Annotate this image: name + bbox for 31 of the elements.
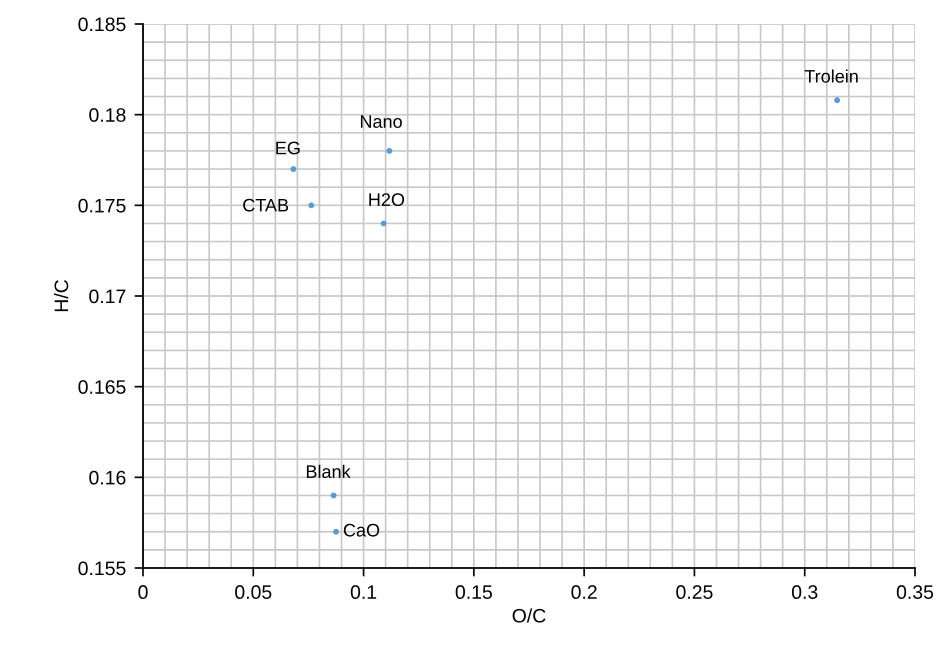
point [330, 492, 337, 498]
point [386, 148, 392, 154]
annotation: Blank [306, 464, 351, 478]
x-tick-label: 0.15 [456, 585, 492, 599]
point [308, 202, 314, 208]
y-tick-label: 0.165 [78, 380, 126, 394]
annotation: Trolein [804, 69, 858, 83]
x-tick-label: 0.35 [896, 585, 934, 599]
y-tick-label: 0.185 [78, 17, 126, 32]
x-axis-title: O/C [512, 608, 546, 623]
x-tick-label: 0.25 [676, 585, 713, 599]
point [290, 166, 296, 172]
annotation: Nano [360, 115, 402, 128]
y-axis-title: H/C [54, 280, 68, 312]
x-tick-label: 0.05 [235, 585, 272, 599]
annotation: EG [276, 142, 300, 154]
point [380, 220, 387, 226]
x-tick-label: 0.2 [571, 585, 597, 599]
x-tick-label: 0.1 [350, 585, 376, 599]
y-tick-label: 0.155 [78, 561, 126, 576]
annotation: H2O [369, 193, 404, 206]
y-tick-label: 0.16 [89, 470, 126, 485]
x-tick-label: 0.3 [792, 585, 818, 599]
x-tick-label: 0 [138, 585, 148, 599]
annotation: CTAB [243, 198, 288, 212]
point [333, 528, 339, 535]
y-tick-label: 0.18 [89, 108, 126, 122]
y-tick-label: 0.17 [89, 289, 126, 304]
y-tick-label: 0.175 [78, 198, 126, 213]
annotation: CaO [344, 524, 380, 537]
point [834, 97, 840, 104]
